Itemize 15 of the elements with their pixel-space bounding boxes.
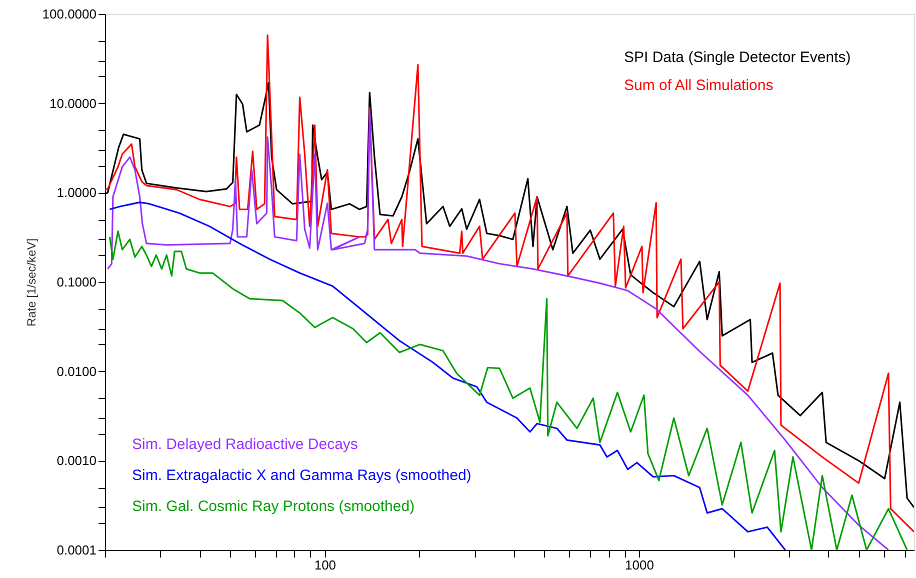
text: Sim. Extragalactic X and Gamma Rays (smoothed) [132, 467, 472, 484]
y-tick-label: 0.0001 [56, 542, 96, 558]
y-axis-title: Rate [1/sec/keV] [24, 238, 38, 327]
y-tick-label: 10.0000 [50, 96, 96, 111]
text: Sim. Gal. Cosmic Ray Protons (smoothed) [132, 498, 415, 515]
y-tick-label: 100.0000 [42, 6, 96, 22]
x-tick-label: 1000 [625, 558, 654, 572]
text: Sim. Delayed Radioactive Decays [132, 436, 358, 453]
y-tick-label: 0.0100 [56, 364, 96, 379]
y-tick-label: 0.0010 [56, 453, 96, 468]
y-tick-label: 1.0000 [56, 185, 96, 200]
text: SPI Data (Single Detector Events) [624, 49, 851, 66]
y-tick-label: 0.1000 [56, 274, 96, 290]
x-tick-label: 100 [314, 558, 336, 572]
text: Sum of All Simulations [624, 77, 774, 94]
